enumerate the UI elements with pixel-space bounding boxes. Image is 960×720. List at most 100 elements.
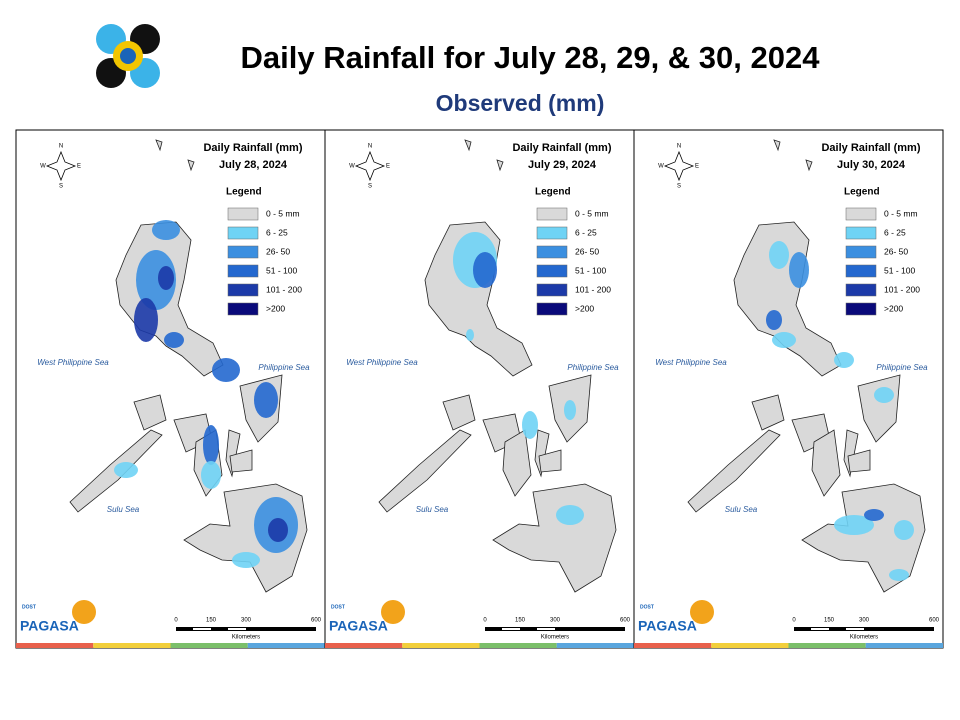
panel-title: Daily Rainfall (mm) [512, 142, 611, 154]
sea-label: Philippine Sea [258, 363, 310, 372]
island [773, 139, 781, 152]
rain-area [254, 382, 278, 418]
map-panel: Daily Rainfall (mm) July 29, 2024 Legend 0 … [324, 129, 635, 649]
legend-swatch [845, 207, 877, 221]
scale-label: 150 [824, 618, 835, 624]
island [687, 429, 781, 513]
scale-bar-white [537, 628, 555, 630]
legend-swatch [536, 283, 568, 297]
rain-area [556, 505, 584, 525]
legend-label: 0 - 5 mm [575, 208, 609, 218]
legend-swatch [845, 302, 877, 316]
island [534, 429, 550, 478]
rain-area [834, 352, 854, 368]
island [464, 139, 472, 152]
legend-label: 0 - 5 mm [884, 208, 918, 218]
compass-letter: N [368, 144, 372, 150]
island [225, 429, 241, 478]
legend-label: 51 - 100 [884, 265, 915, 275]
color-stripe [634, 643, 712, 648]
legend-label: 51 - 100 [266, 265, 297, 275]
color-stripe [93, 643, 171, 648]
rain-area [136, 250, 176, 310]
panel-title: Daily Rainfall (mm) [203, 142, 302, 154]
panel-date: July 28, 2024 [219, 159, 288, 171]
legend-swatch [536, 245, 568, 259]
logo-dept: DOST [22, 604, 36, 610]
legend-swatch [227, 283, 259, 297]
legend-label: >200 [575, 303, 594, 313]
scale-bar-white [193, 628, 211, 630]
island [751, 394, 785, 431]
logo-agency: PAGASA [638, 618, 697, 634]
island [805, 159, 813, 172]
rain-area [772, 332, 796, 348]
logo-dept: DOST [331, 604, 345, 610]
scale-bar [485, 627, 625, 631]
legend-title: Legend [226, 187, 262, 198]
sea-label: West Philippine Sea [346, 358, 418, 367]
island [847, 449, 871, 473]
rain-area [158, 266, 174, 290]
scale-label: 150 [206, 618, 217, 624]
island [492, 483, 617, 593]
scale-label: 300 [241, 618, 252, 624]
sea-label: Sulu Sea [416, 505, 449, 514]
rain-area [874, 387, 894, 403]
color-stripe [479, 643, 557, 648]
island [442, 394, 476, 431]
island [239, 374, 283, 443]
rain-area [889, 569, 909, 581]
rain-area [473, 252, 497, 288]
scale-label: 300 [859, 618, 870, 624]
rain-area [766, 310, 782, 330]
island [843, 429, 859, 478]
sea-label: West Philippine Sea [655, 358, 727, 367]
legend-swatch [227, 226, 259, 240]
logo-umbrella [72, 600, 96, 624]
compass-letter: S [368, 184, 372, 190]
island [733, 221, 842, 377]
compass-letter: N [677, 144, 681, 150]
rain-area [268, 518, 288, 542]
rain-area [134, 298, 158, 342]
scale-bar-white [846, 628, 864, 630]
color-stripe [402, 643, 480, 648]
island [424, 221, 533, 377]
sea-label: West Philippine Sea [37, 358, 109, 367]
rain-area [864, 509, 884, 521]
compass-letter: S [677, 184, 681, 190]
scale-label: 150 [515, 618, 526, 624]
compass-letter: E [695, 164, 699, 170]
panel-frame [633, 129, 944, 649]
compass-letter: E [386, 164, 390, 170]
island [187, 159, 195, 172]
island [378, 429, 472, 513]
legend-swatch [227, 302, 259, 316]
legend-label: 26- 50 [266, 246, 290, 256]
scale-unit: Kilometers [850, 635, 878, 641]
island [69, 429, 163, 513]
legend-label: 0 - 5 mm [266, 208, 300, 218]
color-stripe [325, 643, 403, 648]
panel-date: July 29, 2024 [528, 159, 597, 171]
legend-label: 6 - 25 [884, 227, 906, 237]
legend-label: 101 - 200 [266, 284, 302, 294]
logo-dept: DOST [640, 604, 654, 610]
legend-swatch [227, 207, 259, 221]
legend-swatch [845, 264, 877, 278]
sea-label: Philippine Sea [876, 363, 928, 372]
island [115, 221, 224, 377]
island [791, 413, 831, 453]
legend-label: 26- 50 [575, 246, 599, 256]
legend-label: 26- 50 [884, 246, 908, 256]
rain-area [453, 232, 497, 288]
scale-label: 0 [483, 618, 487, 624]
island [155, 139, 163, 152]
island [502, 429, 532, 497]
map-panel: Daily Rainfall (mm) July 28, 2024 Legend 0 … [15, 129, 326, 649]
color-stripe [711, 643, 789, 648]
legend-swatch [845, 226, 877, 240]
panel-title: Daily Rainfall (mm) [821, 142, 920, 154]
compass-rose [354, 150, 386, 182]
